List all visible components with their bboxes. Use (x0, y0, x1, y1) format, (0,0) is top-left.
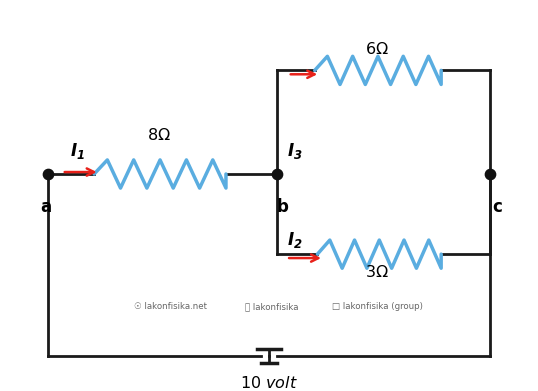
Text: $6\Omega$: $6\Omega$ (365, 41, 388, 57)
Point (273, 171, 281, 177)
Point (485, 171, 494, 177)
Text: a: a (40, 198, 51, 216)
Text: ☉ lakonfisika.net: ☉ lakonfisika.net (134, 302, 208, 312)
Text: □ lakonfisika (group): □ lakonfisika (group) (332, 302, 423, 312)
Point (44, 171, 53, 177)
Text: $3\Omega$: $3\Omega$ (365, 264, 388, 280)
Text: Ⓢ lakonfisika: Ⓢ lakonfisika (245, 302, 298, 312)
Text: $8\Omega$: $8\Omega$ (147, 127, 171, 143)
Text: $\bfit{I}_2$: $\bfit{I}_2$ (287, 230, 303, 251)
Text: c: c (493, 198, 502, 216)
Text: 10 $\it{volt}$: 10 $\it{volt}$ (240, 375, 298, 391)
Text: $\bfit{I}_1$: $\bfit{I}_1$ (70, 140, 86, 161)
Text: $\bfit{I}_3$: $\bfit{I}_3$ (287, 140, 303, 161)
Text: b: b (277, 198, 288, 216)
